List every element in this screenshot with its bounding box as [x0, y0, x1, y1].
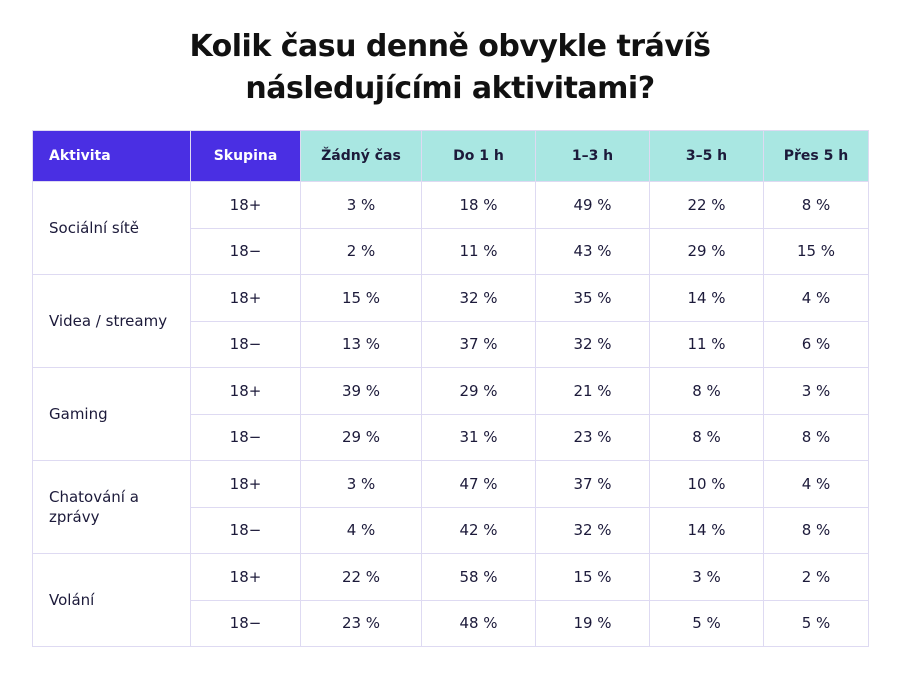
column-header: Skupina: [190, 130, 301, 182]
value-cell: 23 %: [535, 413, 650, 461]
value-cell: 32 %: [535, 320, 650, 368]
activity-cell: Videa / streamy: [32, 274, 191, 368]
column-header: Přes 5 h: [763, 130, 869, 182]
table-row: Volání 18+ 22 % 58 % 15 % 3 % 2 %: [32, 553, 869, 647]
column-header: Žádný čas: [300, 130, 422, 182]
column-header: Aktivita: [32, 130, 191, 182]
table-row: Videa / streamy 18+ 15 % 32 % 35 % 14 % 4 %: [32, 274, 869, 368]
value-cell: 8 %: [649, 367, 764, 415]
value-cell: 8 %: [763, 181, 869, 229]
value-cell: 42 %: [421, 506, 536, 554]
value-cell: 14 %: [649, 274, 764, 322]
value-cell: 32 %: [421, 274, 536, 322]
value-cell: 43 %: [535, 227, 650, 275]
value-cell: 37 %: [535, 460, 650, 508]
value-cell: 31 %: [421, 413, 536, 461]
group-cell: 18−: [190, 227, 301, 275]
value-cell: 6 %: [763, 320, 869, 368]
activity-label: Gaming: [49, 405, 108, 423]
group-cell: 18+: [190, 367, 301, 415]
value-cell: 11 %: [421, 227, 536, 275]
group-cell: 18−: [190, 320, 301, 368]
value-cell: 8 %: [763, 506, 869, 554]
value-cell: 8 %: [763, 413, 869, 461]
value-cell: 4 %: [763, 274, 869, 322]
value-cell: 18 %: [421, 181, 536, 229]
value-cell: 22 %: [649, 181, 764, 229]
value-cell: 58 %: [421, 553, 536, 601]
table-body: Sociální sítě 18+ 3 % 18 % 49 % 22 % 8 % 18− 2 %…: [32, 181, 869, 647]
table-row: Chatování a zprávy 18+ 3 % 47 % 37 % 10 % 4 %: [32, 460, 869, 554]
value-cell: 8 %: [649, 413, 764, 461]
value-cell: 11 %: [649, 320, 764, 368]
group-cell: 18−: [190, 599, 301, 647]
table-row: Gaming 18+ 39 % 29 % 21 % 8 % 3 %: [32, 367, 869, 461]
value-cell: 15 %: [300, 274, 422, 322]
table-row: Sociální sítě 18+ 3 % 18 % 49 % 22 % 8 %: [32, 181, 869, 275]
activity-label: Volání: [49, 591, 95, 609]
activity-label: Chatování a zprávy: [49, 488, 139, 526]
column-header: Do 1 h: [421, 130, 536, 182]
group-cell: 18−: [190, 506, 301, 554]
value-cell: 3 %: [300, 460, 422, 508]
activity-label: Videa / streamy: [49, 312, 168, 330]
activity-cell: Volání: [32, 553, 191, 647]
value-cell: 4 %: [300, 506, 422, 554]
group-cell: 18+: [190, 553, 301, 601]
value-cell: 29 %: [300, 413, 422, 461]
group-cell: 18+: [190, 274, 301, 322]
value-cell: 37 %: [421, 320, 536, 368]
activity-cell: Sociální sítě: [32, 181, 191, 275]
value-cell: 29 %: [649, 227, 764, 275]
group-cell: 18+: [190, 181, 301, 229]
value-cell: 3 %: [649, 553, 764, 601]
value-cell: 23 %: [300, 599, 422, 647]
value-cell: 5 %: [763, 599, 869, 647]
value-cell: 21 %: [535, 367, 650, 415]
value-cell: 22 %: [300, 553, 422, 601]
column-header: 3–5 h: [649, 130, 764, 182]
value-cell: 39 %: [300, 367, 422, 415]
activity-cell: Gaming: [32, 367, 191, 461]
activity-cell: Chatování a zprávy: [32, 460, 191, 554]
value-cell: 14 %: [649, 506, 764, 554]
activity-label: Sociální sítě: [49, 219, 140, 237]
value-cell: 32 %: [535, 506, 650, 554]
value-cell: 4 %: [763, 460, 869, 508]
value-cell: 19 %: [535, 599, 650, 647]
value-cell: 15 %: [763, 227, 869, 275]
header-row: Aktivita Skupina Žádný čas Do 1 h 1–3 h 3–5 h…: [32, 130, 869, 182]
group-cell: 18−: [190, 413, 301, 461]
value-cell: 15 %: [535, 553, 650, 601]
value-cell: 47 %: [421, 460, 536, 508]
table-row: 18− 4 % 42 % 32 % 14 % 8 %: [33, 506, 869, 554]
value-cell: 10 %: [649, 460, 764, 508]
value-cell: 49 %: [535, 181, 650, 229]
value-cell: 2 %: [300, 227, 422, 275]
value-cell: 2 %: [763, 553, 869, 601]
table-row: 18− 2 % 11 % 43 % 29 % 15 %: [33, 227, 869, 275]
value-cell: 13 %: [300, 320, 422, 368]
table-row: 18− 23 % 48 % 19 % 5 % 5 %: [33, 599, 869, 647]
value-cell: 3 %: [763, 367, 869, 415]
value-cell: 5 %: [649, 599, 764, 647]
value-cell: 29 %: [421, 367, 536, 415]
value-cell: 3 %: [300, 181, 422, 229]
value-cell: 35 %: [535, 274, 650, 322]
group-cell: 18+: [190, 460, 301, 508]
table-row: 18− 13 % 37 % 32 % 11 % 6 %: [33, 320, 869, 368]
value-cell: 48 %: [421, 599, 536, 647]
data-table: Aktivita Skupina Žádný čas Do 1 h 1–3 h 3–5 h…: [32, 130, 869, 647]
column-header: 1–3 h: [535, 130, 650, 182]
table-row: 18− 29 % 31 % 23 % 8 % 8 %: [33, 413, 869, 461]
title: Kolik času denně obvykle trávíš následuj…: [189, 29, 711, 106]
